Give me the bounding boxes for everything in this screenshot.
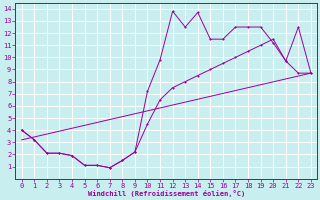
X-axis label: Windchill (Refroidissement éolien,°C): Windchill (Refroidissement éolien,°C) <box>88 190 245 197</box>
